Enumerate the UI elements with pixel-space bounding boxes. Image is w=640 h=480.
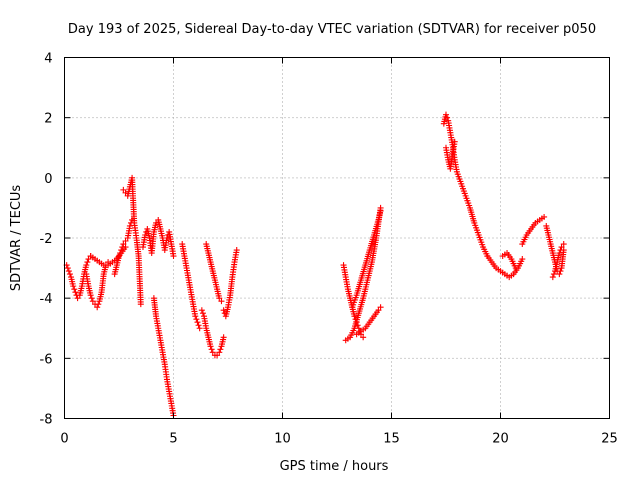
data-point-arc-e — [126, 222, 133, 229]
data-point-arc-j — [218, 298, 225, 305]
y-axis-label: SDTVAR / TECUs — [9, 185, 24, 292]
y-tick-label: -2 — [40, 232, 53, 247]
data-point-arc-q — [451, 138, 458, 145]
data-point-arc-a — [74, 295, 81, 302]
data-point-arc-k — [233, 247, 240, 254]
data-point-arc-e — [120, 241, 127, 248]
data-point-arc-b — [87, 292, 94, 299]
data-point-arc-a — [70, 283, 77, 290]
data-point-arc-h — [195, 322, 202, 329]
data-point-arc-b — [94, 304, 101, 311]
data-point-arc-p — [444, 114, 451, 121]
data-point-arc-l — [360, 334, 367, 341]
data-point-arc-e — [122, 238, 129, 245]
x-tick-label: 15 — [383, 432, 400, 447]
chart-title: Day 193 of 2025, Sidereal Day-to-day VTE… — [68, 22, 596, 37]
y-tick-label: 0 — [44, 172, 52, 187]
data-point-arc-f — [153, 219, 160, 226]
data-point-arc-t — [541, 213, 548, 220]
data-point-arc-l — [351, 313, 358, 320]
axis-ticks: 0 5 10 15 20 25 -8 -6 -4 -2 0 2 4 — [40, 52, 618, 447]
data-point-arc-e — [119, 244, 126, 251]
data-point-arc-i — [214, 352, 221, 359]
data-point-arc-i — [217, 346, 224, 353]
data-point-arc-a — [65, 268, 72, 275]
data-point-arc-a — [71, 286, 78, 293]
data-points — [63, 111, 567, 419]
data-point-arc-f — [163, 235, 170, 241]
data-point-arc-i — [199, 310, 206, 317]
data-point-arc-r — [519, 256, 526, 263]
y-tick-label: -6 — [40, 352, 53, 367]
data-point-arc-f — [142, 231, 149, 238]
data-point-arc-h — [196, 325, 203, 332]
data-point-arc-h — [193, 316, 200, 323]
data-point-arc-i — [207, 343, 214, 350]
data-point-arc-i — [220, 334, 227, 341]
data-point-arc-u — [556, 271, 563, 278]
data-point-arc-e — [129, 216, 136, 223]
data-point-arc-i — [208, 346, 215, 353]
data-point-arc-v — [557, 247, 564, 254]
data-point-arc-n — [377, 207, 384, 214]
y-tick-label: -4 — [40, 292, 53, 307]
x-tick-label: 5 — [169, 432, 177, 447]
data-point-arc-h — [194, 319, 201, 326]
y-tick-label: 4 — [44, 52, 52, 67]
data-point-arc-u — [557, 268, 564, 275]
y-tick-label: -8 — [40, 413, 53, 428]
data-point-arc-v — [558, 244, 565, 251]
data-point-arc-s — [512, 265, 519, 272]
data-point-arc-o — [375, 307, 382, 314]
x-tick-label: 20 — [492, 432, 509, 447]
x-axis-label: GPS time / hours — [280, 459, 389, 474]
data-point-arc-a — [84, 259, 91, 266]
data-point-arc-j — [216, 295, 223, 302]
data-point-arc-v — [556, 250, 563, 257]
data-point-arc-f — [170, 253, 177, 260]
data-point-arc-v — [550, 271, 557, 278]
data-point-arc-e — [116, 253, 122, 260]
data-point-arc-e — [118, 247, 125, 254]
data-point-arc-d — [122, 189, 129, 196]
data-point-arc-a — [64, 265, 71, 272]
data-point-arc-v — [560, 241, 567, 248]
y-tick-label: 2 — [44, 112, 52, 127]
data-point-arc-h — [192, 313, 199, 320]
data-point-arc-d — [120, 186, 127, 193]
data-point-arc-v — [549, 274, 556, 281]
data-point-arc-i — [216, 349, 223, 356]
data-point-arc-o — [377, 304, 384, 311]
x-tick-label: 10 — [274, 432, 291, 447]
x-tick-label: 0 — [60, 432, 68, 447]
data-point-arc-a — [66, 271, 73, 278]
data-point-arc-i — [198, 307, 205, 314]
data-point-arc-d — [137, 301, 144, 308]
x-tick-label: 25 — [601, 432, 618, 447]
data-point-arc-a — [85, 256, 92, 263]
data-point-arc-b — [88, 295, 95, 302]
data-point-arc-b — [89, 298, 96, 305]
grid-lines — [64, 57, 610, 419]
data-point-arc-a — [83, 262, 90, 269]
data-point-arc-p — [443, 111, 449, 118]
data-point-arc-k — [220, 307, 227, 314]
data-point-arc-a — [72, 289, 79, 296]
data-point-arc-e — [127, 219, 134, 226]
data-point-arc-e — [117, 250, 124, 257]
data-point-arc-i — [209, 349, 216, 356]
data-point-arc-b — [95, 301, 102, 308]
